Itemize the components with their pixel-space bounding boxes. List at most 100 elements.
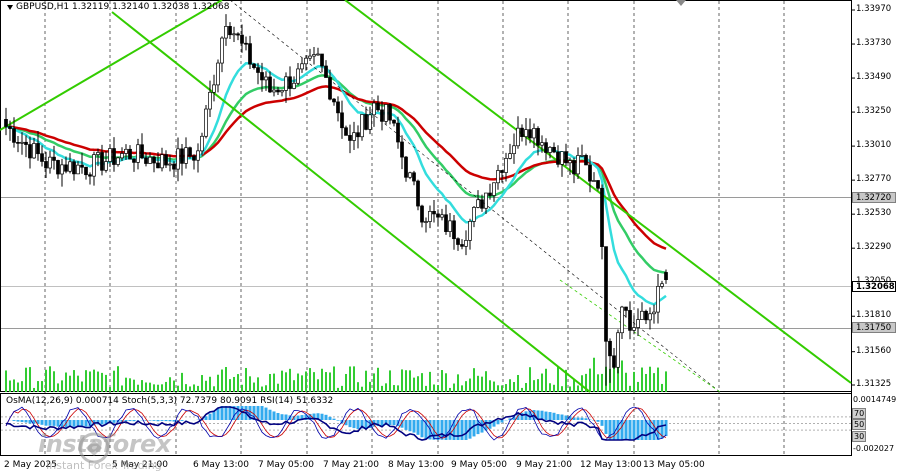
volume-bar xyxy=(617,361,619,392)
price-axis-label: 1.33490 xyxy=(856,72,892,83)
osma-bar xyxy=(152,420,156,421)
osma-bar xyxy=(500,420,504,423)
osma-bar xyxy=(612,420,616,440)
osma-bar xyxy=(144,420,148,421)
candle-body xyxy=(528,129,532,139)
candle-body xyxy=(160,154,164,169)
osma-bar xyxy=(124,420,128,422)
osma-bar xyxy=(440,420,444,440)
volume-bar xyxy=(261,386,263,392)
candle-body xyxy=(392,119,396,124)
candle-body xyxy=(168,163,172,166)
volume-bar xyxy=(245,367,247,392)
level-tag-lower: 1.31750 xyxy=(852,322,896,333)
osma-bar xyxy=(32,420,36,424)
time-axis-label: 8 May 13:00 xyxy=(388,460,444,470)
candle-body xyxy=(184,147,188,164)
candle-body xyxy=(388,104,392,121)
osma-bar xyxy=(476,420,480,435)
candle-body xyxy=(336,101,340,114)
dropdown-triangle-icon[interactable] xyxy=(7,5,13,10)
volume-bar xyxy=(5,370,7,392)
candle-body xyxy=(88,174,92,177)
volume-bar xyxy=(377,367,379,392)
volume-bar xyxy=(625,372,627,392)
volume-bar xyxy=(397,385,399,392)
candle-body xyxy=(64,164,68,172)
current-price-tag: 1.32068 xyxy=(852,281,896,292)
volume-bar xyxy=(37,381,39,392)
osma-bar xyxy=(84,420,88,427)
osma-bar xyxy=(248,406,252,420)
osma-bar xyxy=(236,406,240,420)
candle-body xyxy=(580,155,584,157)
osma-bar xyxy=(416,420,420,435)
osma-bar xyxy=(624,420,628,440)
volume-bar xyxy=(365,370,367,392)
osma-bar xyxy=(176,420,180,421)
volume-bar xyxy=(361,386,363,392)
osma-bar xyxy=(640,420,644,440)
volume-bar xyxy=(317,379,319,392)
osma-bar xyxy=(412,420,416,433)
candle-body xyxy=(664,272,668,281)
volume-bar xyxy=(81,381,83,392)
osma-bar xyxy=(456,420,460,440)
volume-bar xyxy=(237,374,239,392)
candle-body xyxy=(136,144,140,163)
osma-bar xyxy=(40,420,44,425)
osma-bar xyxy=(376,420,380,427)
price-axis-label: 1.33010 xyxy=(856,140,892,151)
volume-bar xyxy=(185,384,187,392)
osma-bar xyxy=(568,416,572,420)
volume-bar xyxy=(485,371,487,392)
volume-bar xyxy=(253,382,255,392)
osma-bar xyxy=(304,414,308,420)
candle-body xyxy=(404,156,408,178)
osma-bar xyxy=(344,420,348,426)
volume-bar xyxy=(297,373,299,392)
volume-bar xyxy=(401,369,403,392)
volume-bar xyxy=(45,369,47,392)
osma-bar xyxy=(420,420,424,438)
osma-bar xyxy=(148,420,152,421)
osma-bar xyxy=(56,420,60,427)
candle-body xyxy=(660,283,664,287)
osma-bar xyxy=(28,420,32,424)
candle-body xyxy=(572,160,576,175)
volume-bar xyxy=(305,371,307,392)
osma-bar xyxy=(628,420,632,440)
candle-body xyxy=(20,141,24,144)
volume-bar xyxy=(529,367,531,392)
osma-bar xyxy=(224,406,228,420)
volume-bar xyxy=(441,370,443,392)
candle-body xyxy=(32,143,36,159)
volume-bar xyxy=(145,382,147,392)
volume-bar xyxy=(225,367,227,392)
candle-body xyxy=(240,34,244,44)
volume-bar xyxy=(621,360,623,392)
volume-bar xyxy=(9,380,11,392)
osma-bar xyxy=(388,420,392,426)
candle-body xyxy=(116,157,120,165)
volume-bar xyxy=(577,385,579,392)
stoch-signal-line xyxy=(5,407,667,439)
candle-body xyxy=(652,311,656,315)
volume-bar xyxy=(381,385,383,392)
candle-body xyxy=(536,128,540,146)
volume-bar xyxy=(349,366,351,392)
volume-bar xyxy=(193,384,195,392)
volume-bar xyxy=(177,385,179,392)
volume-bar xyxy=(41,381,43,392)
candle-body xyxy=(640,310,644,320)
osma-bar xyxy=(48,420,52,426)
ema-cyan-line xyxy=(5,62,667,306)
osma-bar xyxy=(156,420,160,422)
osma-bar xyxy=(328,416,332,420)
volume-bar xyxy=(501,385,503,392)
candle-body xyxy=(568,160,572,164)
candle-body xyxy=(560,151,564,165)
volume-bar xyxy=(497,385,499,392)
